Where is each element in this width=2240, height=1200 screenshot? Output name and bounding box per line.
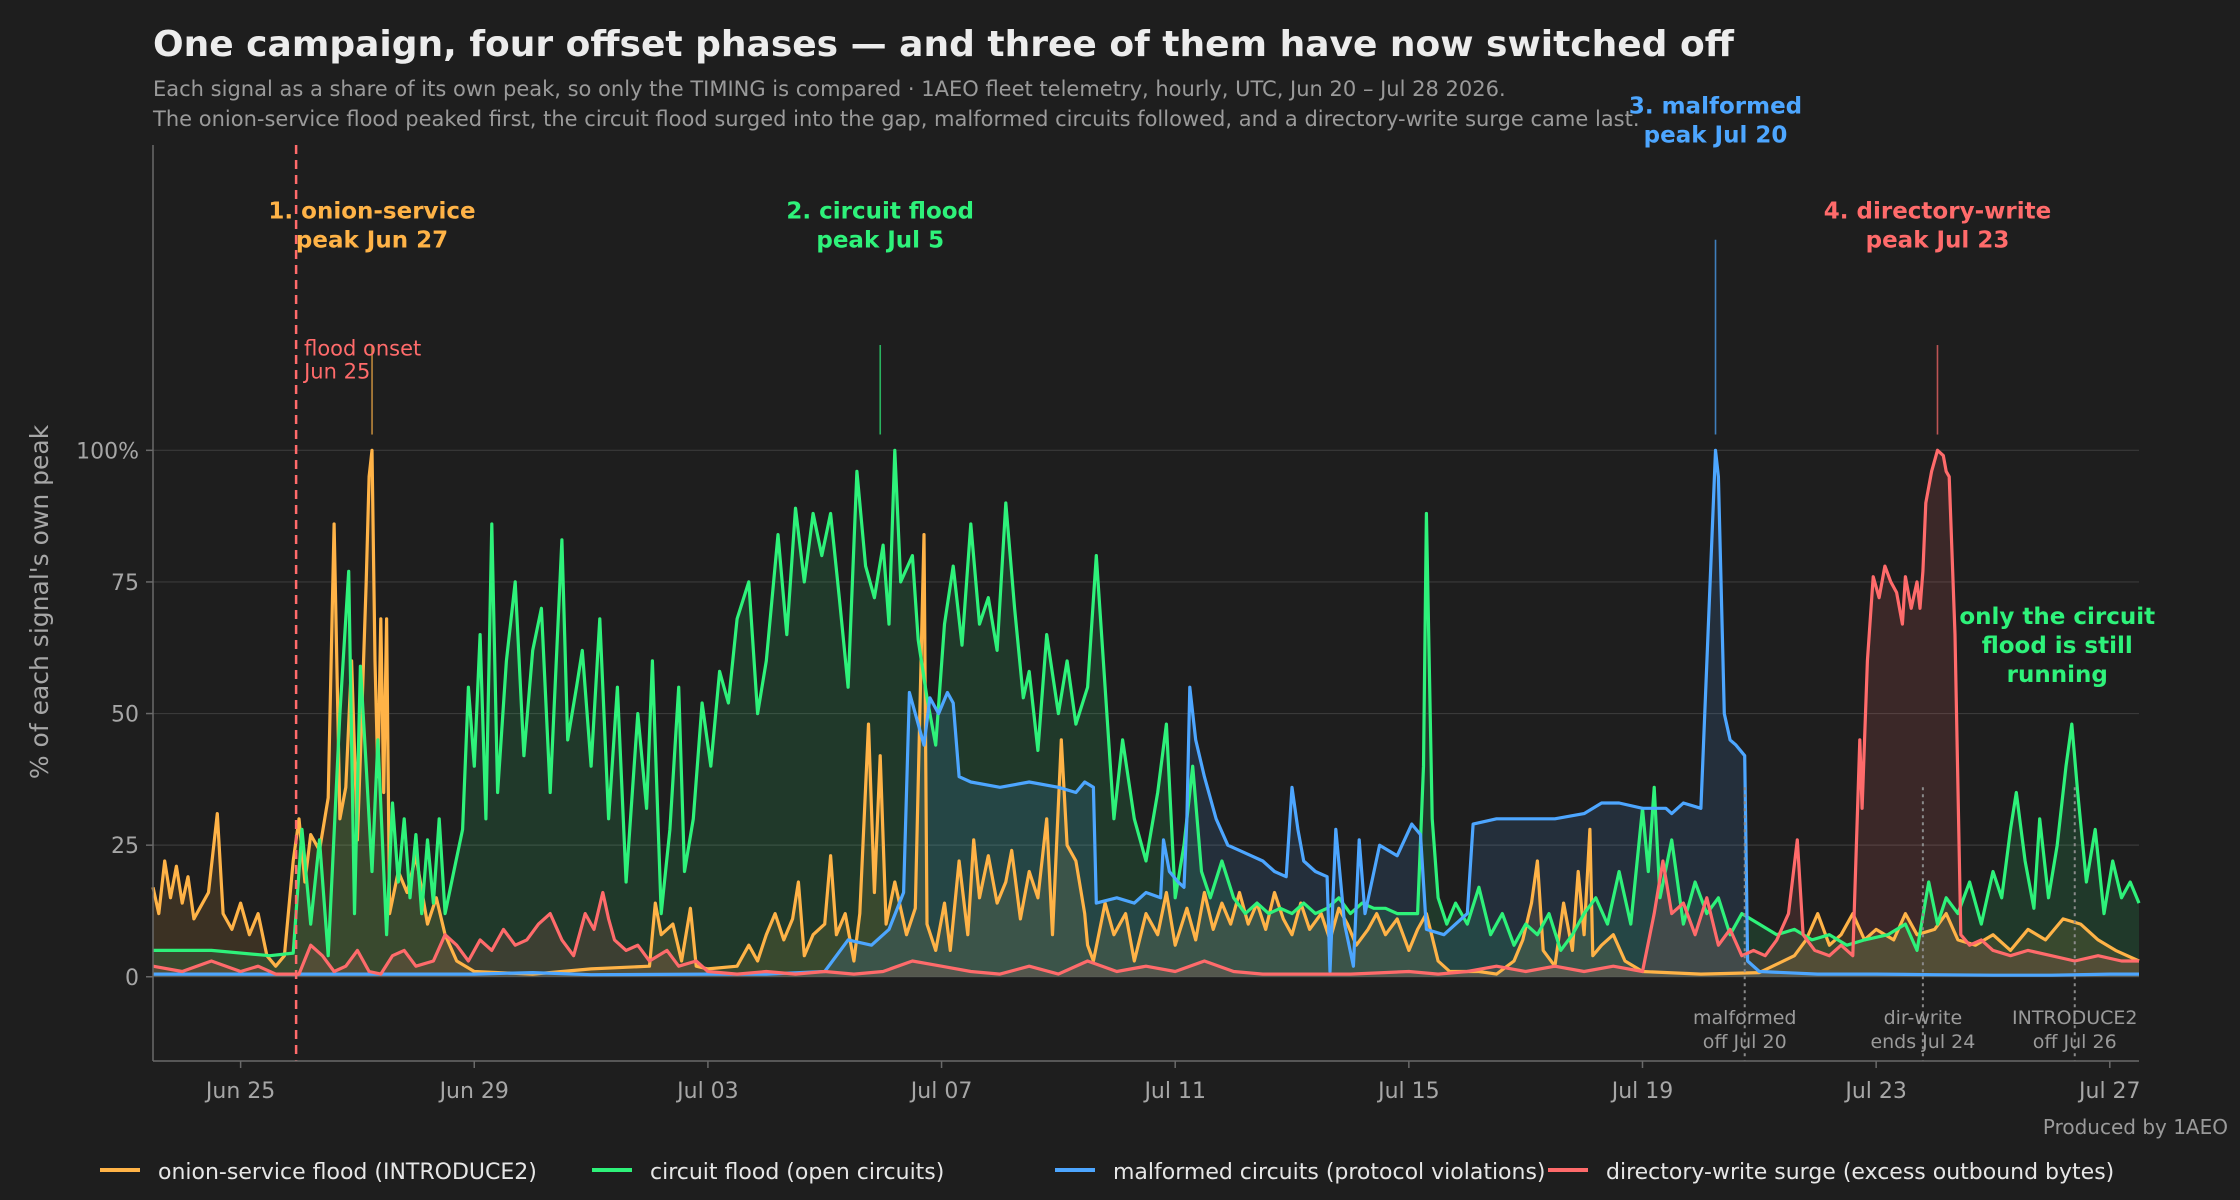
- x-tick-label: Jun 25: [204, 1079, 275, 1104]
- legend-label-malformed: malformed circuits (protocol violations): [1113, 1160, 1546, 1185]
- off-marker-label: dir-write: [1884, 1007, 1963, 1029]
- off-marker-date: ends Jul 24: [1870, 1031, 1975, 1053]
- legend-label-onion: onion-service flood (INTRODUCE2): [158, 1160, 537, 1185]
- phase-label: 3. malformed: [1629, 93, 1802, 119]
- off-marker-date: off Jul 20: [1703, 1031, 1787, 1053]
- y-tick-label: 25: [111, 834, 139, 859]
- legend-label-dirwrite: directory-write surge (excess outbound b…: [1606, 1160, 2114, 1185]
- x-tick-label: Jul 11: [1142, 1079, 1206, 1104]
- phase-label: 2. circuit flood: [786, 199, 974, 225]
- phase-label: 1. onion-service: [268, 199, 475, 225]
- legend-label-circuit: circuit flood (open circuits): [650, 1160, 944, 1185]
- series-line-dirwrite: [152, 448, 2139, 976]
- series-lines: [151, 448, 2141, 977]
- credit: Produced by 1AEO: [2043, 1115, 2228, 1139]
- flood-onset-label: flood onset: [304, 337, 421, 361]
- axes: 0 25 50 75 100% Jun 25 Jun 29 Jul 03 Jul 07 Jul 1…: [76, 145, 2141, 1104]
- chart-subtitle-line1: Each signal as a share of its own peak, …: [153, 77, 1506, 101]
- x-tick-label: Jul 23: [1843, 1079, 1907, 1104]
- x-tick-label: Jul 03: [675, 1079, 739, 1104]
- y-tick-label: 0: [125, 966, 139, 991]
- legend: onion-service flood (INTRODUCE2) circuit …: [100, 1160, 2114, 1185]
- off-marker-label: INTRODUCE2: [2012, 1007, 2137, 1029]
- off-marker-label: malformed: [1693, 1007, 1796, 1029]
- x-tick-label: Jul 07: [909, 1079, 973, 1104]
- off-marker-date: off Jul 26: [2033, 1031, 2117, 1053]
- phase-peak-date: peak Jun 27: [296, 228, 448, 254]
- phase-peak-date: peak Jul 5: [816, 228, 944, 254]
- phase-peak-date: peak Jul 23: [1866, 228, 2010, 254]
- series-line-malformed: [153, 448, 2139, 977]
- series-fill-circuit: [153, 450, 2139, 977]
- note-line: flood is still: [1982, 633, 2133, 659]
- y-tick-label: 75: [111, 571, 139, 596]
- phase-label: 4. directory-write: [1824, 199, 2051, 225]
- note-line: running: [2007, 662, 2108, 688]
- series-line-circuit: [153, 448, 2141, 958]
- y-tick-label: 100%: [76, 439, 139, 464]
- flood-onset-date: Jun 25: [302, 360, 370, 384]
- series-fill-malformed: [153, 450, 2139, 977]
- chart-title: One campaign, four offset phases — and t…: [153, 24, 1735, 65]
- phase-peak-date: peak Jul 20: [1644, 122, 1788, 148]
- x-tick-label: Jul 19: [1610, 1079, 1674, 1104]
- series-line-onion: [151, 448, 2140, 976]
- note-line: only the circuit: [1959, 604, 2155, 630]
- chart-subtitle-line2: The onion-service flood peaked first, th…: [152, 107, 1640, 131]
- x-tick-label: Jun 29: [438, 1079, 509, 1104]
- annotation-markers: [294, 145, 2076, 1061]
- x-tick-label: Jul 27: [2077, 1079, 2141, 1104]
- x-tick-label: Jul 15: [1376, 1079, 1440, 1104]
- y-tick-label: 50: [111, 703, 139, 728]
- y-axis-label: % of each signal's own peak: [25, 424, 54, 779]
